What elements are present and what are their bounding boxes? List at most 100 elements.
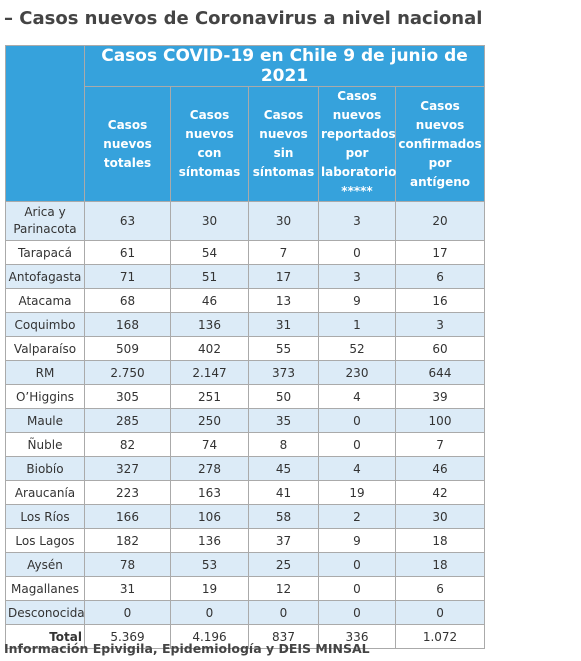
value-cell: 2 — [318, 504, 396, 529]
column-header: Casos nuevos reportados por laboratorio … — [318, 86, 396, 202]
value-cell: 31 — [84, 576, 171, 601]
region-cell: Valparaíso — [5, 336, 85, 361]
table-row: O’Higgins 305 251 50 4 39 — [5, 384, 486, 409]
value-cell: 30 — [170, 201, 249, 241]
value-cell: 100 — [394, 408, 486, 433]
value-cell: 0 — [318, 576, 396, 601]
table-title: Casos COVID-19 en Chile 9 de junio de 20… — [83, 45, 486, 87]
value-cell: 0 — [394, 600, 486, 625]
value-cell: 55 — [248, 336, 319, 361]
value-cell: 35 — [248, 408, 319, 433]
value-cell: 13 — [248, 288, 319, 313]
table-row: Valparaíso 509 402 55 52 60 — [5, 336, 486, 361]
value-cell: 8 — [248, 432, 319, 457]
column-header: Casos nuevos con síntomas — [170, 86, 249, 202]
value-cell: 136 — [170, 312, 249, 337]
total-row: Total 5.369 4.196 837 336 1.072 — [5, 624, 486, 649]
value-cell: 0 — [318, 552, 396, 577]
value-cell: 2.147 — [170, 360, 249, 385]
region-cell: Ñuble — [5, 432, 85, 457]
cases-table: Casos COVID-19 en Chile 9 de junio de 20… — [5, 45, 486, 649]
value-cell: 4 — [318, 384, 396, 409]
value-cell: 19 — [318, 480, 396, 505]
table-row: Tarapacá 61 54 7 0 17 — [5, 240, 486, 265]
value-cell: 20 — [394, 201, 486, 241]
table-row: Araucanía 223 163 41 19 42 — [5, 480, 486, 505]
region-cell: Los Ríos — [5, 504, 85, 529]
value-cell: 509 — [84, 336, 171, 361]
value-cell: 46 — [394, 456, 486, 481]
value-cell: 12 — [248, 576, 319, 601]
value-cell: 7 — [248, 240, 319, 265]
value-cell: 166 — [84, 504, 171, 529]
value-cell: 18 — [394, 552, 486, 577]
value-cell: 82 — [84, 432, 171, 457]
value-cell: 106 — [170, 504, 249, 529]
value-cell: 0 — [318, 432, 396, 457]
value-cell: 251 — [170, 384, 249, 409]
value-cell: 2.750 — [84, 360, 171, 385]
value-cell: 61 — [84, 240, 171, 265]
value-cell: 0 — [170, 600, 249, 625]
value-cell: 63 — [84, 201, 171, 241]
region-cell: Desconocida — [5, 600, 85, 625]
table-row: Magallanes 31 19 12 0 6 — [5, 576, 486, 601]
value-cell: 45 — [248, 456, 319, 481]
table-row: Maule 285 250 35 0 100 — [5, 408, 486, 433]
value-cell: 54 — [170, 240, 249, 265]
total-cell: 837 — [248, 624, 319, 649]
value-cell: 223 — [84, 480, 171, 505]
table-row: Desconocida 0 0 0 0 0 — [5, 600, 486, 625]
region-cell: Araucanía — [5, 480, 85, 505]
region-cell: RM — [5, 360, 85, 385]
value-cell: 0 — [318, 240, 396, 265]
value-cell: 278 — [170, 456, 249, 481]
value-cell: 3 — [318, 201, 396, 241]
value-cell: 30 — [394, 504, 486, 529]
region-cell: O’Higgins — [5, 384, 85, 409]
value-cell: 136 — [170, 528, 249, 553]
value-cell: 42 — [394, 480, 486, 505]
region-cell: Aysén — [5, 552, 85, 577]
table-row: Arica y Parinacota 63 30 30 3 20 — [5, 201, 486, 241]
value-cell: 52 — [318, 336, 396, 361]
value-cell: 6 — [394, 576, 486, 601]
value-cell: 230 — [318, 360, 396, 385]
column-header: Casos nuevos confirmados por antígeno — [394, 86, 486, 202]
value-cell: 46 — [170, 288, 249, 313]
value-cell: 3 — [394, 312, 486, 337]
value-cell: 402 — [170, 336, 249, 361]
value-cell: 71 — [84, 264, 171, 289]
value-cell: 18 — [394, 528, 486, 553]
value-cell: 0 — [84, 600, 171, 625]
value-cell: 6 — [394, 264, 486, 289]
value-cell: 3 — [318, 264, 396, 289]
value-cell: 51 — [170, 264, 249, 289]
value-cell: 0 — [248, 600, 319, 625]
total-cell: 1.072 — [394, 624, 486, 649]
value-cell: 327 — [84, 456, 171, 481]
region-cell: Los Lagos — [5, 528, 85, 553]
table-row: Los Ríos 166 106 58 2 30 — [5, 504, 486, 529]
total-cell: 5.369 — [84, 624, 171, 649]
value-cell: 182 — [84, 528, 171, 553]
value-cell: 4 — [318, 456, 396, 481]
table-row: Ñuble 82 74 8 0 7 — [5, 432, 486, 457]
value-cell: 25 — [248, 552, 319, 577]
value-cell: 31 — [248, 312, 319, 337]
region-cell: Atacama — [5, 288, 85, 313]
value-cell: 305 — [84, 384, 171, 409]
value-cell: 285 — [84, 408, 171, 433]
column-header: Casos nuevos sin síntomas — [248, 86, 319, 202]
region-cell: Antofagasta — [5, 264, 85, 289]
value-cell: 0 — [318, 408, 396, 433]
column-header: Casos nuevos totales — [84, 86, 171, 202]
value-cell: 39 — [394, 384, 486, 409]
value-cell: 53 — [170, 552, 249, 577]
table-row: Antofagasta 71 51 17 3 6 — [5, 264, 486, 289]
value-cell: 60 — [394, 336, 486, 361]
value-cell: 50 — [248, 384, 319, 409]
footer: Información Epivigila, Epidemiología y D… — [4, 641, 370, 656]
value-cell: 163 — [170, 480, 249, 505]
